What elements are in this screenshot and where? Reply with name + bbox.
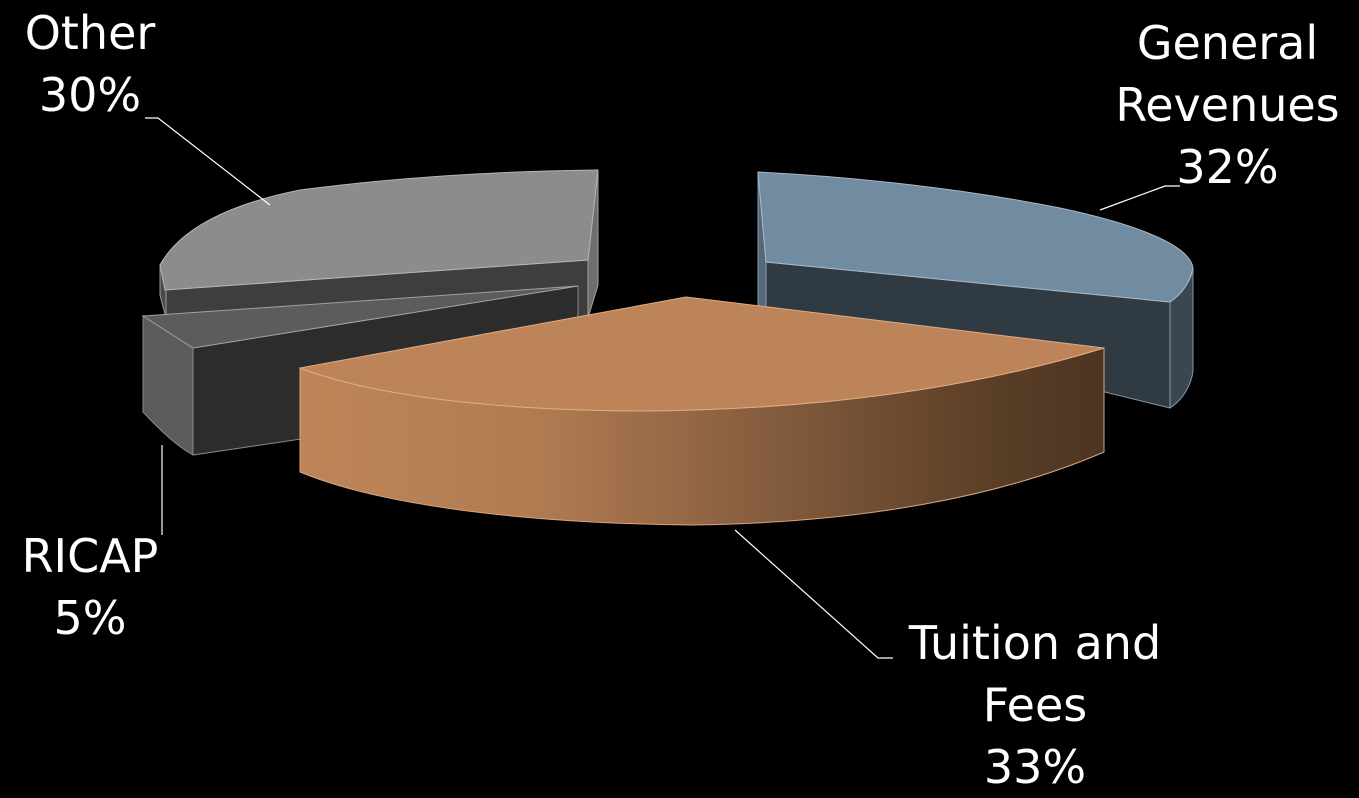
- leader-line-tuition-and-fees: [734, 529, 893, 659]
- slice-tuition-and-fees-top: [298, 296, 1105, 412]
- data-label-ricap: RICAP 5%: [0, 525, 180, 649]
- data-label-other-name: Other: [24, 6, 156, 60]
- slice-general-revenues-top: [757, 171, 1194, 303]
- data-label-general-revenues-name-line2: Revenues: [1115, 78, 1340, 132]
- data-label-other: Other 30%: [10, 2, 170, 126]
- slice-tuition-and-fees: [298, 296, 1105, 526]
- slice-other-top: [159, 169, 599, 291]
- data-label-tuition-and-fees-name-line1: Tuition and: [908, 616, 1162, 670]
- data-label-tuition-and-fees-value: 33%: [983, 740, 1087, 794]
- data-label-ricap-name: RICAP: [21, 529, 159, 583]
- data-label-ricap-value: 5%: [53, 591, 127, 645]
- data-label-tuition-and-fees-name-line2: Fees: [982, 678, 1088, 732]
- slice-ricap-outer-side: [142, 315, 194, 456]
- data-label-general-revenues-name-line1: General: [1136, 16, 1319, 70]
- data-label-other-value: 30%: [38, 68, 142, 122]
- data-label-general-revenues-value: 32%: [1176, 140, 1279, 194]
- data-label-tuition-and-fees: Tuition and Fees 33%: [880, 612, 1190, 798]
- leader-line-other: [145, 117, 271, 206]
- leader-line-general-revenues: [1099, 185, 1180, 211]
- data-label-general-revenues: General Revenues 32%: [1090, 12, 1359, 198]
- slice-ricap-top: [141, 285, 579, 349]
- leader-lines: [145, 117, 1180, 659]
